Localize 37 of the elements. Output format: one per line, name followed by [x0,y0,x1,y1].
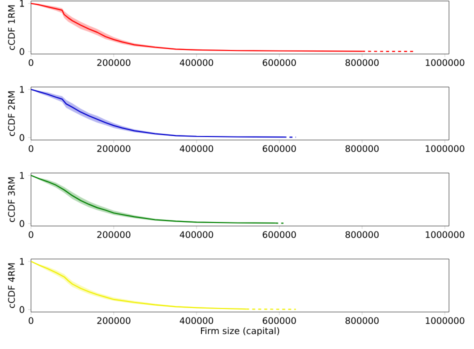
x-tick-label: 0 [28,231,34,238]
y-axis-title: cCDF 3RM [8,177,15,222]
x-tick-label: 800000 [346,317,379,324]
y-tick-label: 1 [20,172,24,179]
y-tick-label: 1 [20,258,24,265]
y-axis-title: cCDF 2RM [8,91,15,136]
x-tick-label: 600000 [262,59,296,66]
x-axis-title: Firm size (capital) [201,327,280,336]
x-tick-label: 0 [28,59,34,66]
x-tick-label: 800000 [346,59,379,66]
x-tick-label: 400000 [180,145,214,152]
x-tick-label: 0 [28,317,34,324]
x-tick-label: 1000000 [426,231,464,238]
y-tick-label: 0 [20,306,24,313]
x-tick-label: 600000 [262,231,296,238]
x-tick-label: 200000 [97,231,130,238]
x-tick-label: 0 [28,145,34,152]
x-tick-label: 600000 [262,145,296,152]
x-tick-label: 600000 [262,317,296,324]
x-tick-label: 200000 [97,145,130,152]
y-axis-title: cCDF 1RM [8,5,15,50]
y-tick-label: 0 [20,220,24,227]
x-tick-label: 200000 [97,59,130,66]
x-tick-label: 800000 [346,231,379,238]
x-tick-label: 200000 [97,317,130,324]
x-tick-label: 400000 [180,59,214,66]
x-tick-label: 1000000 [426,317,464,324]
y-tick-label: 0 [20,134,24,141]
y-axis-title: cCDF 4RM [8,263,15,308]
x-tick-label: 1000000 [426,145,464,152]
y-tick-label: 1 [20,86,24,93]
x-tick-label: 1000000 [426,59,464,66]
x-tick-label: 400000 [180,231,214,238]
x-tick-label: 400000 [180,317,214,324]
x-tick-label: 800000 [346,145,379,152]
y-tick-label: 1 [20,0,24,7]
y-tick-label: 0 [20,48,24,55]
